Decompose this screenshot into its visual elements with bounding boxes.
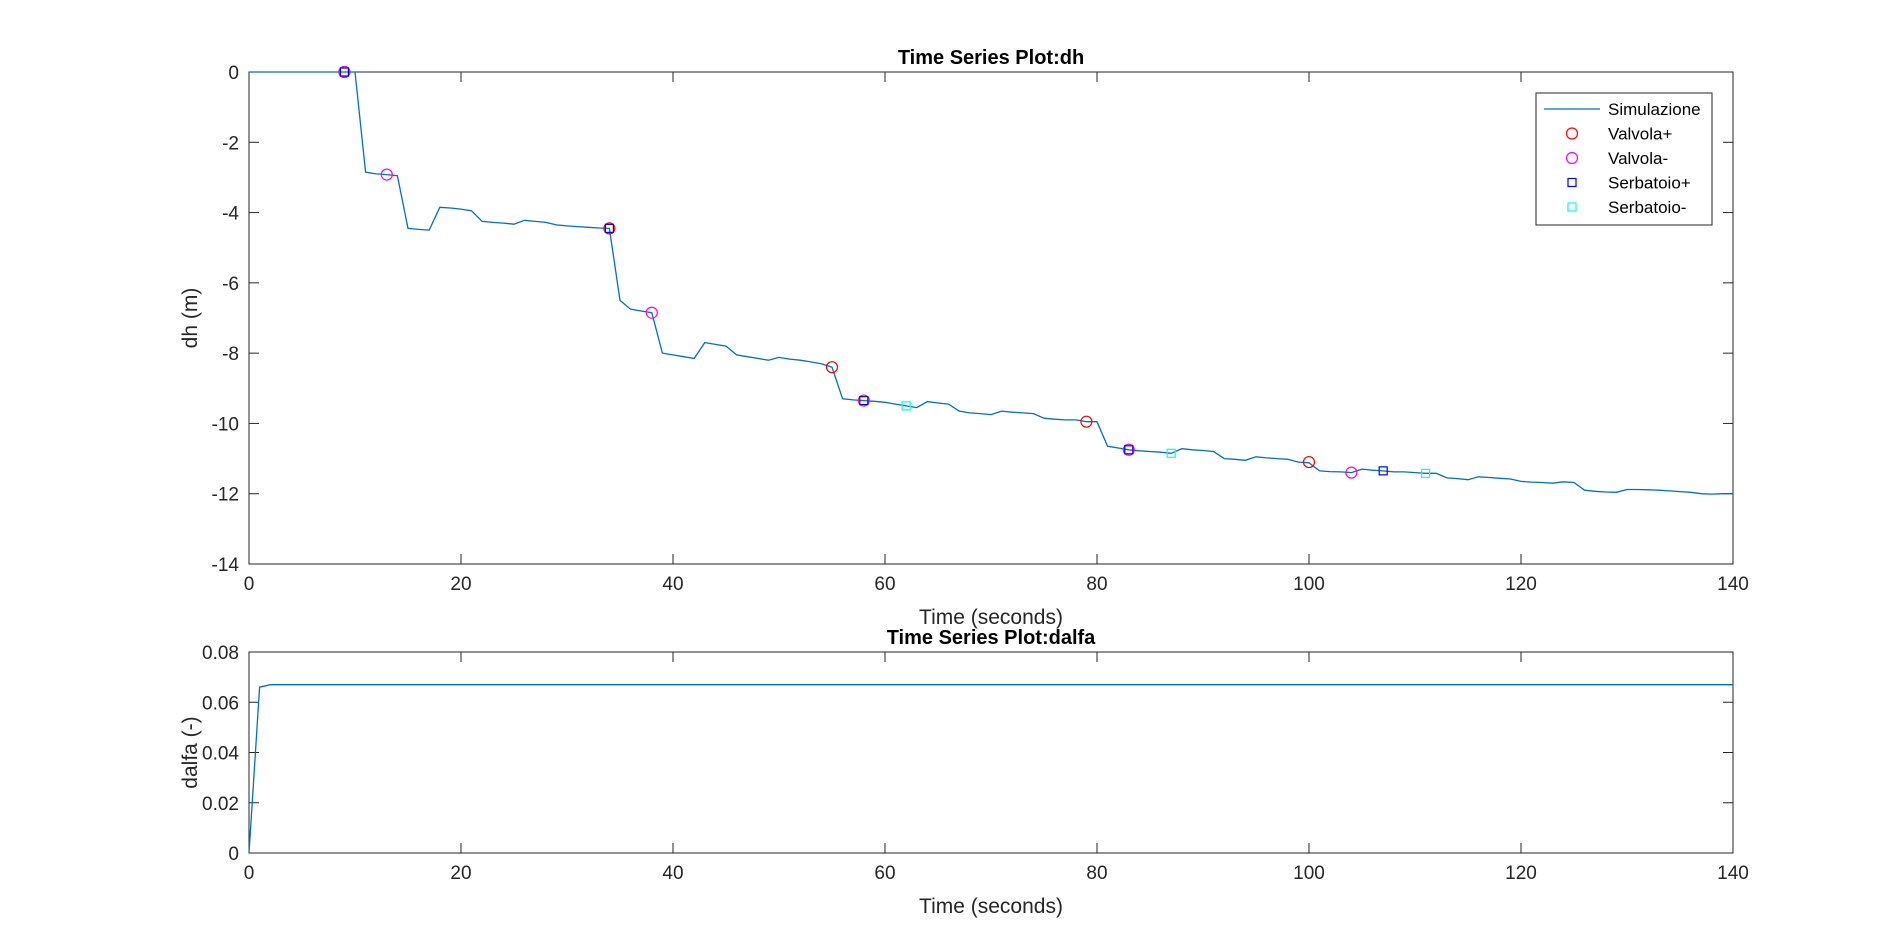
dh-xtick-label: 0 xyxy=(244,574,255,595)
dalfa-title: Time Series Plot:dalfa xyxy=(887,627,1096,649)
dh-marker-serbatoio-plus xyxy=(604,223,615,233)
dh-ytick-label: -12 xyxy=(212,485,239,506)
dh-marker-serbatoio-plus xyxy=(859,395,869,406)
dalfa-line-dalfa xyxy=(248,684,1733,854)
dh-ylabel: dh (m) xyxy=(179,288,202,349)
legend-label-valvola-minus: Valvola- xyxy=(1608,149,1668,168)
dalfa-ticks: 0 20 40 60 80 100 120 140 0 0.02 0.04 0.06 0.08 xyxy=(202,643,1749,884)
dh-marker-valvola-minus xyxy=(338,65,351,79)
dh-series xyxy=(249,65,1733,495)
dh-marker-valvola-plus xyxy=(603,222,616,235)
dalfa-xtick-label: 100 xyxy=(1293,863,1325,884)
dh-ytick-label: -14 xyxy=(212,555,240,576)
dh-xtick-label: 120 xyxy=(1505,574,1537,595)
dalfa-ytick-label: 0.06 xyxy=(202,693,239,714)
dalfa-axes: 0 20 40 60 80 100 120 140 0 0.02 0.04 0.06 0.08 Time… xyxy=(179,627,1749,918)
dh-line-simulazione xyxy=(249,71,1733,495)
dalfa-xtick-label: 60 xyxy=(874,863,895,884)
dalfa-ylabel: dalfa (-) xyxy=(179,716,202,788)
dh-ytick-label: -10 xyxy=(212,414,239,435)
dh-marker-valvola-plus xyxy=(1080,415,1093,428)
dh-marker-valvola-minus xyxy=(645,306,658,319)
dalfa-xtick-label: 40 xyxy=(662,863,683,884)
dh-ytick-label: -6 xyxy=(222,274,239,295)
dh-marker-valvola-minus xyxy=(380,168,393,181)
legend-label-simulazione: Simulazione xyxy=(1608,100,1701,119)
dh-xlabel: Time (seconds) xyxy=(919,606,1063,629)
legend-swatch-valvola-plus xyxy=(1565,127,1579,140)
dh-marker-serbatoio-plus xyxy=(1378,466,1388,476)
dh-ytick-label: -4 xyxy=(222,204,239,225)
legend-swatch-serbatoio-plus xyxy=(1567,177,1577,188)
dh-marker-serbatoio-plus xyxy=(339,67,349,77)
dalfa-xtick-label: 0 xyxy=(244,863,255,884)
dalfa-xtick-label: 120 xyxy=(1505,863,1537,884)
dh-marker-valvola-plus xyxy=(1302,455,1316,469)
dh-marker-valvola-plus xyxy=(825,361,839,374)
dh-marker-serbatoio-plus xyxy=(1124,445,1134,455)
dh-marker-serbatoio-minus xyxy=(901,401,911,411)
dh-marker-valvola-minus xyxy=(1122,443,1135,456)
legend-label-valvola-plus: Valvola+ xyxy=(1608,125,1672,144)
dalfa-series xyxy=(248,684,1733,854)
dh-ytick-label: -8 xyxy=(222,344,239,365)
dh-axes: 0 20 40 60 80 100 120 140 -14 -12 -10 -8 -6 -4 -2 0 Tim… xyxy=(179,47,1749,629)
dalfa-ytick-label: 0.04 xyxy=(202,744,239,765)
dalfa-plot-area xyxy=(248,651,1734,854)
dalfa-xtick-label: 20 xyxy=(450,863,471,884)
dh-ytick-label: -2 xyxy=(222,133,239,154)
dalfa-ytick-label: 0.02 xyxy=(202,794,239,815)
legend-swatch-valvola-minus xyxy=(1565,151,1579,165)
dh-xtick-label: 80 xyxy=(1086,574,1107,595)
dh-xtick-label: 40 xyxy=(662,574,683,595)
dalfa-xtick-label: 80 xyxy=(1086,863,1107,884)
legend-box xyxy=(1535,92,1713,226)
dalfa-xlabel: Time (seconds) xyxy=(919,895,1063,918)
dh-legend: Simulazione Valvola+ Valvola- Serbatoio+ Ser… xyxy=(1535,92,1713,226)
dh-ytick-label: 0 xyxy=(228,63,239,84)
dh-title: Time Series Plot:dh xyxy=(898,47,1084,69)
dh-ticks: 0 20 40 60 80 100 120 140 -14 -12 -10 -8 -6 -4 -2 0 xyxy=(212,63,1749,595)
legend-label-serbatoio-plus: Serbatoio+ xyxy=(1608,174,1691,193)
dh-marker-valvola-minus xyxy=(857,394,870,407)
dalfa-ytick-label: 0 xyxy=(228,844,239,865)
dh-xtick-label: 100 xyxy=(1293,574,1325,595)
dh-xtick-label: 20 xyxy=(450,574,471,595)
legend-label-serbatoio-minus: Serbatoio- xyxy=(1608,198,1686,217)
dalfa-xtick-label: 140 xyxy=(1717,863,1749,884)
dh-marker-serbatoio-minus xyxy=(1420,468,1431,478)
dh-marker-serbatoio-minus xyxy=(1166,448,1176,458)
dh-marker-valvola-minus xyxy=(1345,466,1358,479)
dh-xtick-label: 140 xyxy=(1717,574,1749,595)
dalfa-ytick-label: 0.08 xyxy=(202,643,239,664)
dh-plot-area xyxy=(248,71,1734,565)
dh-xtick-label: 60 xyxy=(874,574,895,595)
legend-swatch-serbatoio-minus xyxy=(1567,202,1577,212)
